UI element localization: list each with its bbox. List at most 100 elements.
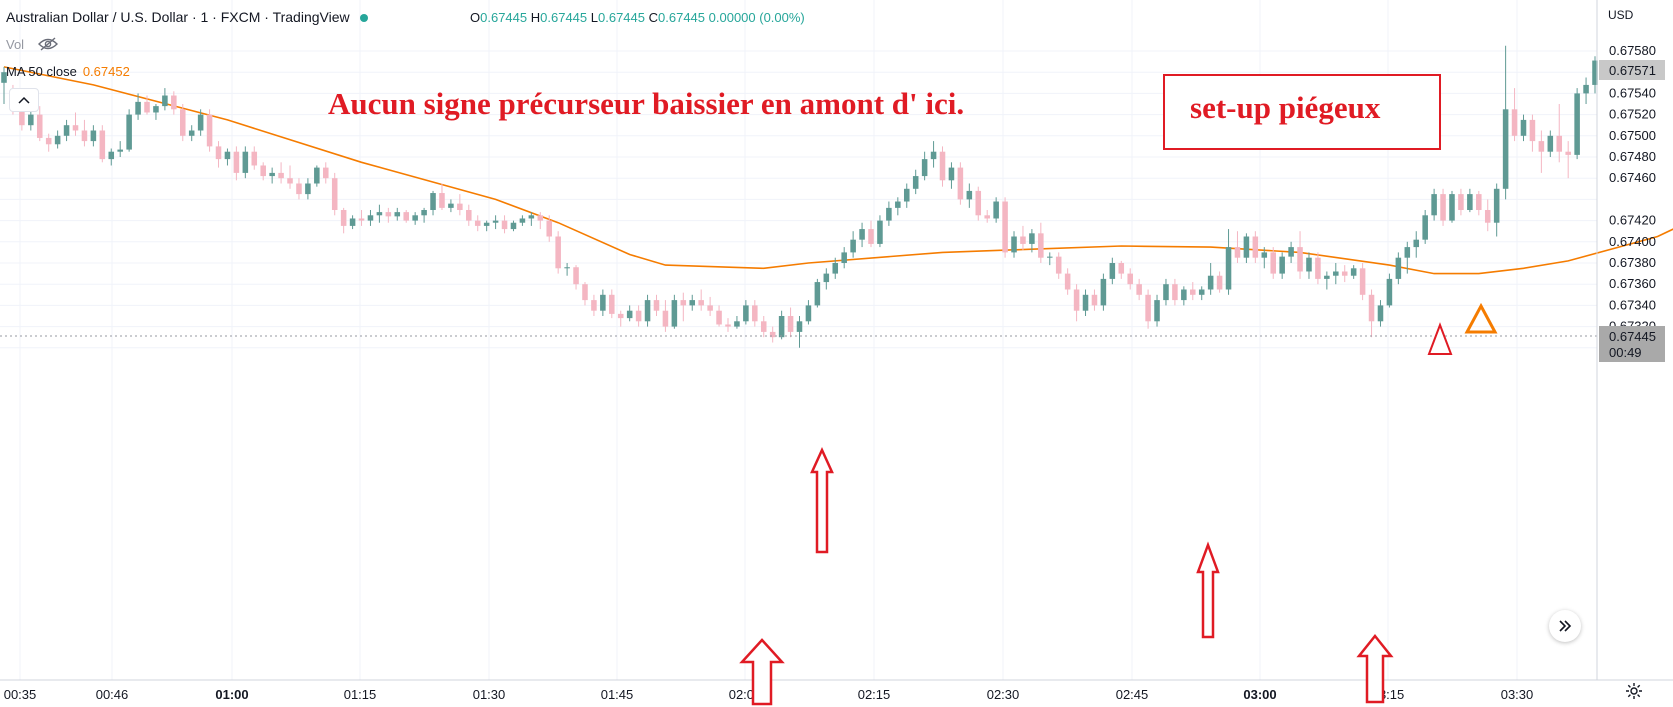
candle [1064, 268, 1071, 295]
candle-body [859, 229, 865, 240]
time-tick-label: 01:45 [601, 687, 634, 702]
candle-body [1350, 268, 1357, 276]
candle-body [796, 321, 803, 332]
candle [1315, 252, 1321, 285]
candle-body [162, 95, 168, 107]
candle-body [1449, 194, 1455, 221]
candle [957, 162, 964, 205]
time-tick-label: 02:30 [987, 687, 1020, 702]
candle-body [188, 130, 195, 136]
candle [752, 300, 758, 327]
candle-body [1011, 236, 1017, 253]
time-tick-label: 02:45 [1116, 687, 1149, 702]
candle [1377, 300, 1384, 327]
candle-body [528, 215, 535, 219]
eye-hidden-icon[interactable] [37, 37, 58, 54]
candle-body [725, 324, 731, 327]
candle-body [1198, 289, 1205, 295]
candle [251, 146, 258, 170]
candle [54, 130, 61, 149]
candle-body [662, 310, 669, 327]
candle [609, 289, 615, 319]
countdown-label: 00:49 [1609, 345, 1642, 360]
candle [626, 305, 633, 322]
scroll-to-realtime-button[interactable] [1549, 610, 1581, 642]
candle [457, 194, 463, 216]
candle [993, 197, 999, 223]
candle [1243, 233, 1250, 263]
candle-body [448, 203, 454, 208]
candle-body [1136, 284, 1142, 295]
candle-body [323, 167, 329, 179]
candle-body [135, 101, 141, 115]
candle-body [1484, 210, 1491, 223]
candle-body [582, 284, 588, 301]
candle [349, 215, 356, 230]
candle [1225, 229, 1232, 295]
candle-body [1583, 84, 1589, 94]
currency-label[interactable]: USD [1608, 8, 1634, 22]
candle [662, 300, 669, 332]
open-value: 0.67445 [480, 10, 528, 25]
candle-body [1306, 257, 1312, 272]
candle-body [331, 178, 338, 210]
candle [1055, 252, 1062, 279]
candle-body [564, 267, 570, 269]
candle [1476, 190, 1482, 216]
candle [1449, 190, 1455, 223]
candle [1207, 263, 1214, 295]
gear-icon[interactable] [1625, 682, 1643, 705]
candle [1484, 199, 1491, 232]
candle-body [895, 201, 901, 208]
price-tick-label: 0.67580 [1609, 43, 1656, 58]
candle [233, 146, 240, 181]
collapse-legend-button[interactable] [9, 88, 39, 112]
candle-body [1145, 294, 1151, 322]
candle-body [385, 212, 392, 217]
ma-label: MA 50 close [6, 64, 77, 79]
candle [206, 109, 213, 152]
ma-legend[interactable]: MA 50 close 0.67452 [6, 64, 130, 79]
candle-body [376, 212, 383, 216]
candle [1082, 289, 1089, 316]
candle [805, 300, 812, 325]
candle [1502, 45, 1509, 200]
candle-body [850, 239, 856, 253]
candle-body [1234, 247, 1241, 258]
candle-body [492, 220, 499, 223]
candle-body [716, 310, 722, 325]
candle-body [984, 215, 990, 219]
time-tick-label: 00:35 [4, 687, 37, 702]
candle-body [1172, 284, 1178, 301]
candle-body [519, 218, 526, 223]
candle [930, 141, 937, 168]
candle [635, 305, 642, 327]
candle [135, 93, 141, 120]
candle [1458, 188, 1464, 216]
candle [483, 220, 490, 232]
up-arrow-2 [810, 446, 834, 554]
volume-legend[interactable]: Vol [6, 37, 58, 54]
candle-body [340, 210, 347, 226]
market-status-dot [359, 14, 368, 23]
candle [868, 220, 874, 248]
candle-body [1279, 256, 1285, 274]
candle-body [617, 313, 624, 319]
candle-body [1341, 271, 1348, 276]
candle-body [1565, 151, 1571, 155]
candle [1529, 114, 1536, 152]
candle-body [832, 263, 839, 274]
symbol-legend[interactable]: Australian Dollar / U.S. Dollar · 1 · FX… [6, 9, 378, 25]
candle [188, 125, 195, 142]
candle-body [1038, 233, 1044, 258]
candle-body [233, 151, 240, 173]
candle [1020, 225, 1026, 251]
candle-body [609, 294, 615, 314]
candle-body [1431, 194, 1437, 216]
candle [403, 210, 409, 223]
candle [1154, 294, 1160, 327]
candle [546, 215, 553, 242]
candle [1556, 104, 1563, 163]
candle-body [144, 101, 150, 113]
